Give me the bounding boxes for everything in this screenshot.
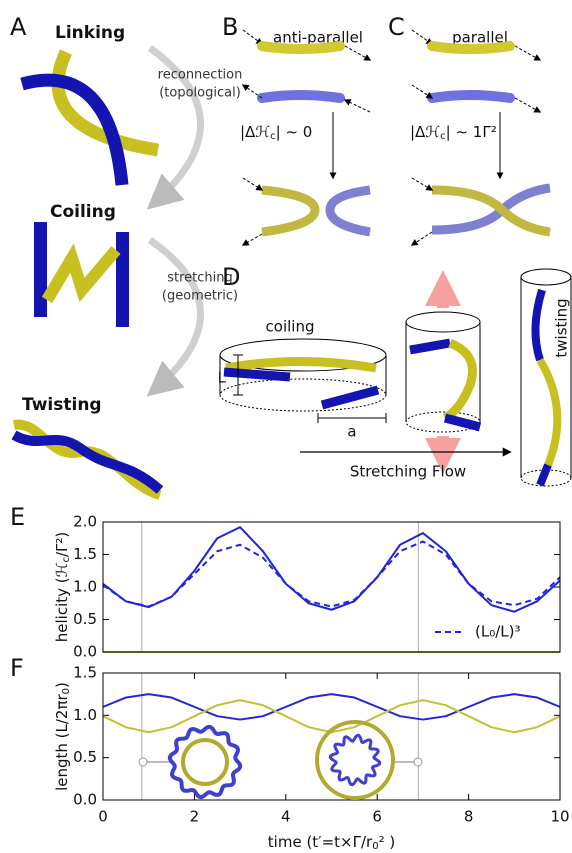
label-part: length (L/2πr	[53, 693, 71, 790]
blue-tube	[432, 95, 510, 98]
dashed-arrow	[243, 178, 262, 190]
series-line	[103, 527, 560, 612]
legend-label: (L₀/L)³	[475, 623, 521, 641]
panel-text: coiling	[266, 318, 315, 336]
label-part: time (t′=t×Γ/r	[268, 833, 373, 851]
x-tick-label: 2	[190, 808, 200, 826]
inset-marker	[414, 758, 422, 766]
blue-tube	[410, 343, 450, 350]
dashed-arrow	[515, 98, 540, 112]
x-tick-label: 4	[281, 808, 291, 826]
y-axis-label: helicity (ℋc/Γ²)	[53, 532, 73, 642]
axes-frame	[103, 673, 560, 800]
y-tick-label: 0.0	[73, 643, 97, 661]
label-part: ² )	[379, 833, 396, 851]
dashed-arrow	[412, 178, 432, 190]
reconnected-tube	[330, 190, 370, 232]
panel-text: twisting	[553, 298, 571, 357]
y-axis-label: length (L/2πr0)	[53, 682, 73, 791]
panel-label: E	[10, 503, 25, 531]
x-tick-label: 0	[98, 808, 108, 826]
panel-b: B anti-parallel |Δℋc| ∼ 0	[222, 13, 370, 245]
label-part: /Γ²)	[53, 532, 71, 557]
blue-tube	[34, 222, 47, 317]
dashed-arrow	[345, 46, 370, 60]
cylinder	[406, 312, 480, 332]
dashed-arrow	[515, 46, 540, 60]
figure: A Linking reconnection (topological) Coi…	[0, 0, 572, 853]
yellow-tube	[432, 46, 510, 49]
panel-c: C parallel |Δℋc| ∼ 1Γ²	[388, 13, 550, 245]
blue-tube	[445, 418, 480, 427]
panel-text: Stretching Flow	[350, 463, 466, 481]
dashed-arrow	[243, 234, 262, 245]
yellow-tube	[226, 362, 376, 369]
yellow-tube	[445, 343, 473, 418]
panel-label: B	[222, 13, 238, 41]
arrow-label: (topological)	[159, 86, 241, 101]
dashed-arrow	[412, 232, 432, 245]
yellow-tube	[14, 425, 160, 495]
arrow-label: reconnection	[158, 68, 243, 83]
inset-ring	[330, 735, 379, 784]
panel-text: L	[218, 369, 227, 387]
y-tick-label: 0.0	[73, 791, 97, 809]
blue-tube	[262, 95, 340, 98]
formula-part: |Δℋ	[410, 123, 440, 141]
panel-label: F	[10, 654, 24, 682]
blue-tube	[540, 465, 548, 485]
inset-ring	[317, 722, 393, 798]
dashed-arrow	[412, 30, 432, 44]
panel-label: A	[10, 13, 27, 41]
y-tick-label: 1.0	[73, 706, 97, 724]
inset-ring	[170, 727, 240, 797]
blue-tube	[322, 390, 378, 405]
formula-part: | ∼ 1Γ²	[446, 123, 497, 141]
x-axis-label: time (t′=t×Γ/r0² )	[268, 833, 395, 853]
blue-tube	[535, 290, 542, 360]
label-part: )	[53, 682, 71, 688]
series-line	[103, 700, 560, 732]
y-tick-label: 0.5	[73, 748, 97, 766]
bracket	[318, 413, 386, 423]
formula: |Δℋc| ∼ 0	[240, 123, 312, 143]
blue-tube	[224, 372, 290, 377]
cylinder	[521, 269, 571, 285]
y-tick-label: 2.0	[73, 513, 97, 531]
panel-d: D coiling L a Stretching Flow twisting	[218, 263, 571, 486]
x-tick-label: 8	[464, 808, 474, 826]
panel-label: C	[388, 13, 405, 41]
x-tick-label: 10	[550, 808, 569, 826]
page: A Linking reconnection (topological) Coi…	[0, 0, 572, 853]
inset-marker	[139, 758, 147, 766]
y-tick-label: 1.5	[73, 664, 97, 682]
blue-tube	[116, 232, 129, 327]
x-tick-label: 6	[372, 808, 382, 826]
label-part: helicity (ℋ	[53, 562, 71, 642]
panel-label: D	[222, 263, 240, 291]
dashed-arrow	[412, 85, 432, 98]
yellow-tube	[262, 46, 340, 49]
formula: |Δℋc| ∼ 1Γ²	[410, 123, 497, 143]
stage-label: Coiling	[50, 202, 116, 222]
stage-label: Linking	[55, 23, 125, 43]
panel-a: A Linking reconnection (topological) Coi…	[10, 13, 242, 495]
series-line	[103, 694, 560, 719]
yellow-tube	[47, 250, 116, 300]
curved-arrow	[150, 240, 201, 392]
y-tick-label: 0.5	[73, 610, 97, 628]
formula-part: | ∼ 0	[276, 123, 313, 141]
dashed-arrow	[345, 100, 370, 112]
formula-part: |Δℋ	[240, 123, 270, 141]
blue-tube	[22, 80, 122, 185]
y-tick-label: 1.0	[73, 578, 97, 596]
panel-text: a	[347, 423, 356, 441]
reconnected-tube	[262, 190, 315, 232]
yellow-tube	[540, 360, 557, 465]
inset-ring	[183, 740, 227, 784]
stage-label: Twisting	[22, 395, 102, 415]
y-tick-label: 1.5	[73, 545, 97, 563]
